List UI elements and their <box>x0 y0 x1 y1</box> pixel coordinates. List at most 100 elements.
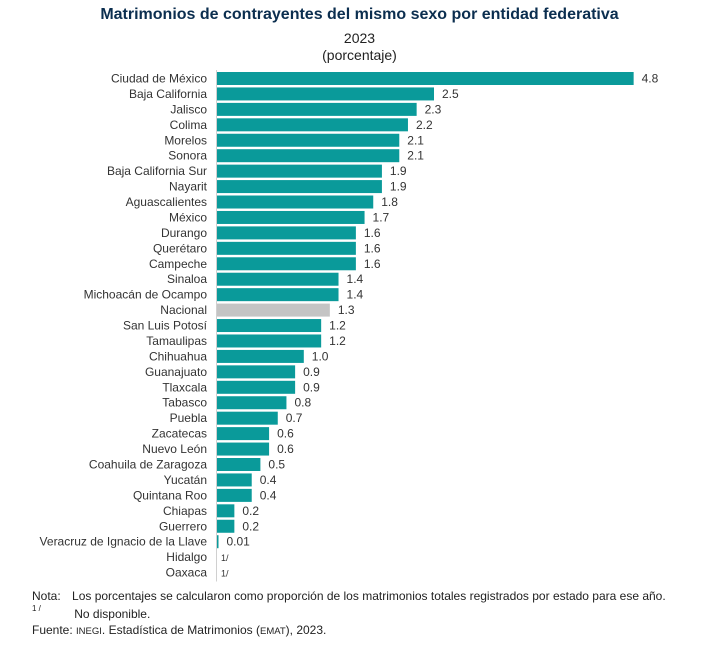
category-label: Veracruz de Ignacio de la Llave <box>40 535 208 549</box>
category-label: Querétaro <box>153 241 207 255</box>
bar <box>217 303 330 317</box>
source: Fuente: INEGI. Estadística de Matrimonio… <box>32 623 326 637</box>
category-label: Zacatecas <box>152 427 207 441</box>
note: Nota: Los porcentajes se calcularon como… <box>32 589 666 603</box>
bar <box>217 272 339 286</box>
source-abbr: EMAT <box>259 626 286 637</box>
value-label: 0.9 <box>303 365 320 379</box>
value-label: 1/ <box>221 553 229 563</box>
bar <box>217 488 252 502</box>
bar <box>217 519 235 533</box>
bar-chart: Ciudad de México 4.8 Baja California 2.5 Jal… <box>40 70 659 582</box>
bar <box>217 149 400 163</box>
category-label: Coahuila de Zaragoza <box>89 458 207 472</box>
category-label: Chiapas <box>163 504 207 518</box>
category-label: Baja California <box>129 87 207 101</box>
chart-year: 2023 <box>343 30 376 46</box>
source-text-end: ), 2023. <box>285 623 327 637</box>
category-label: Guerrero <box>159 519 207 533</box>
bar <box>217 87 434 101</box>
value-label: 0.6 <box>277 442 294 456</box>
footnote-mark: 1 / <box>32 604 41 613</box>
bar <box>217 226 356 240</box>
category-label: Tabasco <box>162 396 207 410</box>
value-label: 2.1 <box>407 133 424 147</box>
category-label: Quintana Roo <box>133 488 207 502</box>
bar <box>217 349 304 363</box>
bar <box>217 427 270 441</box>
value-label: 1.6 <box>364 241 381 255</box>
category-label: Tamaulipas <box>146 334 207 348</box>
value-label: 1.0 <box>312 349 329 363</box>
value-label: 1.9 <box>390 164 407 178</box>
bar <box>217 288 339 302</box>
category-label: Nacional <box>160 303 207 317</box>
value-label: 0.7 <box>286 411 303 425</box>
bar <box>217 164 382 178</box>
bar <box>217 396 287 410</box>
bar <box>217 257 356 271</box>
value-label: 1.8 <box>381 195 398 209</box>
bar <box>217 118 408 132</box>
value-label: 1.7 <box>373 210 390 224</box>
bar <box>217 411 278 425</box>
category-label: Baja California Sur <box>107 164 207 178</box>
value-label: 1.6 <box>364 257 381 271</box>
source-label: Fuente: <box>32 623 73 637</box>
category-label: Yucatán <box>164 473 207 487</box>
category-label: Oaxaca <box>166 566 208 580</box>
category-label: Campeche <box>149 257 207 271</box>
value-label: 2.5 <box>442 87 459 101</box>
bar <box>217 458 261 471</box>
value-label: 4.8 <box>642 72 659 86</box>
value-label: 2.1 <box>407 149 424 163</box>
value-label: 0.6 <box>277 427 294 441</box>
category-label: Durango <box>161 226 207 240</box>
bar <box>217 133 400 147</box>
footnote-text: No disponible. <box>74 607 151 621</box>
category-label: Jalisco <box>170 102 207 116</box>
source-org: INEGI <box>76 626 102 637</box>
category-label: Ciudad de México <box>111 72 207 86</box>
bar <box>217 195 374 209</box>
value-label: 0.2 <box>242 504 259 518</box>
note-label: Nota: <box>32 589 61 603</box>
value-label: 0.4 <box>260 473 277 487</box>
footnote: 1 / No disponible. <box>32 604 151 621</box>
category-label: Guanajuato <box>145 365 207 379</box>
bar <box>217 72 634 85</box>
category-label: Nuevo León <box>142 442 207 456</box>
category-label: Puebla <box>170 411 208 425</box>
value-label: 1/ <box>221 569 229 579</box>
bar <box>217 535 219 549</box>
value-label: 2.2 <box>416 118 433 132</box>
value-label: 0.8 <box>294 396 311 410</box>
category-label: México <box>169 210 207 224</box>
value-label: 1.2 <box>329 334 346 348</box>
category-label: Morelos <box>164 133 207 147</box>
value-label: 1.4 <box>347 288 364 302</box>
source-text: . Estadística de Matrimonios ( <box>101 623 260 637</box>
value-label: 0.01 <box>227 535 251 549</box>
bar <box>217 180 382 194</box>
category-label: Tlaxcala <box>162 380 207 394</box>
value-label: 2.3 <box>425 102 442 116</box>
bar <box>217 442 270 456</box>
value-label: 1.3 <box>338 303 355 317</box>
value-label: 1.4 <box>347 272 364 286</box>
category-label: Sonora <box>168 149 207 163</box>
bar <box>217 210 365 224</box>
value-label: 1.6 <box>364 226 381 240</box>
chart-title: Matrimonios de contrayentes del mismo se… <box>100 6 619 23</box>
value-label: 0.5 <box>268 458 285 472</box>
value-label: 0.2 <box>242 519 259 533</box>
category-label: Nayarit <box>169 180 208 194</box>
bar <box>217 241 356 255</box>
category-label: Sinaloa <box>167 272 207 286</box>
value-label: 0.9 <box>303 380 320 394</box>
category-label: Chihuahua <box>149 349 207 363</box>
bar <box>217 473 252 487</box>
note-text: Los porcentajes se calcularon como propo… <box>72 589 666 603</box>
value-label: 1.2 <box>329 319 346 333</box>
value-label: 0.4 <box>260 488 277 502</box>
